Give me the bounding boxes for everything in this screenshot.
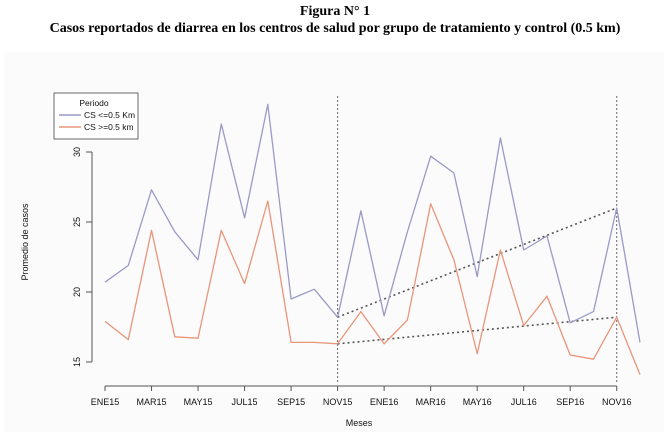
x-tick-label: NOV15 — [323, 397, 353, 407]
chart-panel: 15 20 25 30 ENE15 MAR15 MAY15 JUL15 SEP15 NOV15 EN… — [4, 52, 664, 432]
x-tick-label: ENE16 — [370, 397, 399, 407]
legend-entry-label: CS >=0.5 km — [84, 122, 134, 132]
x-tick-label: MAY15 — [184, 397, 213, 407]
figure-title: Casos reportados de diarrea en los centr… — [49, 21, 621, 36]
line-chart: 15 20 25 30 ENE15 MAR15 MAY15 JUL15 SEP15 NOV15 EN… — [20, 92, 641, 428]
series-group — [104, 103, 641, 375]
legend-title: Periodo — [79, 98, 109, 108]
series-line — [104, 103, 641, 343]
x-tick-label: SEP16 — [556, 397, 584, 407]
legend-box — [53, 92, 139, 140]
trend-line — [337, 316, 617, 345]
y-tick-label: 25 — [72, 217, 82, 227]
x-tick-label: JUL16 — [511, 397, 537, 407]
y-axis-title: Promedio de casos — [20, 203, 30, 281]
reference-lines-group — [337, 96, 618, 382]
x-axis-title: Meses — [346, 418, 373, 428]
legend-group: Periodo CS <=0.5 Km CS >=0.5 km — [53, 92, 139, 140]
x-tick-label: ENE15 — [91, 397, 120, 407]
x-tick-label: SEP15 — [277, 397, 305, 407]
x-tick-label: MAR15 — [137, 397, 167, 407]
trend-line — [337, 207, 618, 318]
x-tick-label: NOV16 — [602, 397, 632, 407]
y-tick-label: 20 — [72, 287, 82, 297]
y-tick-label: 30 — [72, 147, 82, 157]
axes-group: 15 20 25 30 ENE15 MAR15 MAY15 JUL15 SEP15 NOV15 EN… — [20, 147, 631, 428]
x-tick-label: JUL15 — [232, 397, 258, 407]
y-tick-label: 15 — [72, 357, 82, 367]
x-tick-label: MAR16 — [416, 397, 446, 407]
x-tick-label: MAY16 — [463, 397, 492, 407]
legend-entry-label: CS <=0.5 Km — [84, 110, 135, 120]
series-line — [104, 200, 641, 375]
figure-label: Figura N° 1 — [299, 4, 371, 19]
